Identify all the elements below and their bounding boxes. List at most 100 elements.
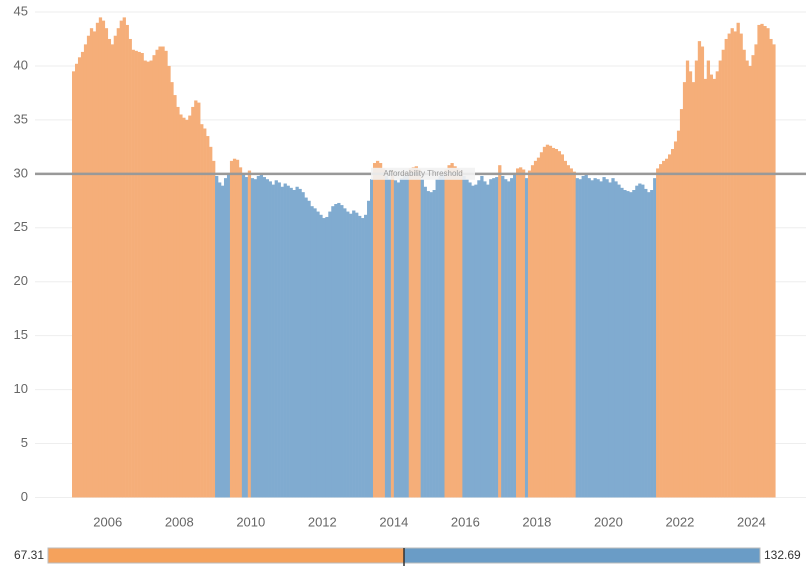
bar xyxy=(387,179,392,498)
bar xyxy=(134,50,138,498)
bar xyxy=(644,188,648,498)
bar xyxy=(331,206,335,498)
bar xyxy=(474,184,478,498)
bar xyxy=(390,170,395,498)
bar xyxy=(709,74,713,498)
y-tick-label: 10 xyxy=(14,381,28,396)
bar xyxy=(107,38,112,498)
bar xyxy=(268,181,272,498)
bar xyxy=(334,204,338,498)
bar xyxy=(378,163,383,498)
bar xyxy=(703,78,708,498)
bar xyxy=(122,17,126,498)
bar xyxy=(89,28,94,498)
bar xyxy=(393,180,398,498)
bar xyxy=(748,65,752,498)
bar xyxy=(432,189,436,498)
bar xyxy=(349,213,353,498)
bar xyxy=(745,60,749,498)
x-tick-label: 2018 xyxy=(522,514,551,529)
bar xyxy=(197,102,201,498)
bar xyxy=(712,78,716,498)
bar xyxy=(83,44,88,498)
bar xyxy=(343,208,347,498)
bar xyxy=(513,174,517,498)
x-tick-label: 2006 xyxy=(93,514,122,529)
bar xyxy=(560,154,564,498)
bar xyxy=(358,215,362,498)
bar xyxy=(593,178,597,498)
bar xyxy=(95,22,100,498)
bar xyxy=(736,22,740,498)
bar xyxy=(399,178,404,498)
bar xyxy=(274,180,278,498)
bar xyxy=(328,211,332,498)
bar xyxy=(155,49,159,498)
y-tick-label: 5 xyxy=(21,435,28,450)
y-tick-label: 35 xyxy=(14,111,28,126)
bar xyxy=(527,170,532,498)
y-tick-label: 25 xyxy=(14,219,28,234)
bar xyxy=(301,192,305,498)
y-tick-label: 20 xyxy=(14,273,28,288)
bar xyxy=(104,28,109,498)
bar xyxy=(459,170,463,498)
bar xyxy=(241,174,246,498)
bar xyxy=(402,175,407,498)
bar xyxy=(700,46,705,498)
bar xyxy=(530,165,535,498)
bar xyxy=(429,192,433,498)
bar xyxy=(462,175,466,498)
bar xyxy=(325,216,329,498)
bar xyxy=(188,115,192,498)
bar xyxy=(244,177,249,498)
bar xyxy=(185,119,189,498)
bar xyxy=(176,106,180,498)
bar xyxy=(599,181,603,498)
bar xyxy=(614,181,618,498)
x-tick-label: 2010 xyxy=(236,514,265,529)
bar xyxy=(542,146,547,498)
bar xyxy=(516,168,520,498)
bar xyxy=(721,49,725,498)
bar xyxy=(137,51,141,498)
bar xyxy=(769,38,773,498)
bar xyxy=(173,95,177,498)
bar xyxy=(140,52,144,498)
bar xyxy=(307,200,311,498)
bar xyxy=(381,168,386,498)
bar xyxy=(554,149,559,498)
y-tick-label: 40 xyxy=(14,57,28,72)
bar xyxy=(411,167,415,498)
y-tick-label: 15 xyxy=(14,327,28,342)
bar xyxy=(679,109,684,498)
bar xyxy=(92,31,97,498)
bar xyxy=(250,178,255,498)
bar xyxy=(116,28,120,498)
bar xyxy=(691,82,696,498)
bar xyxy=(280,186,284,498)
x-tick-label: 2020 xyxy=(594,514,623,529)
bar xyxy=(98,17,103,498)
bar xyxy=(232,158,237,498)
bar xyxy=(480,175,484,498)
x-tick-label: 2012 xyxy=(308,514,337,529)
bar xyxy=(676,130,681,498)
bar xyxy=(441,174,445,498)
bar xyxy=(203,128,207,498)
bar xyxy=(340,205,344,498)
bar xyxy=(468,182,472,498)
bar xyxy=(322,218,326,498)
bar xyxy=(218,182,222,498)
bar xyxy=(477,180,481,498)
bar xyxy=(665,158,669,498)
bar xyxy=(545,144,550,498)
bar xyxy=(772,44,776,498)
bar xyxy=(501,175,505,498)
bar xyxy=(563,160,567,498)
bar xyxy=(635,185,639,498)
bar xyxy=(200,124,204,498)
bar xyxy=(569,168,573,498)
bar xyxy=(283,183,287,498)
bar xyxy=(262,177,266,498)
